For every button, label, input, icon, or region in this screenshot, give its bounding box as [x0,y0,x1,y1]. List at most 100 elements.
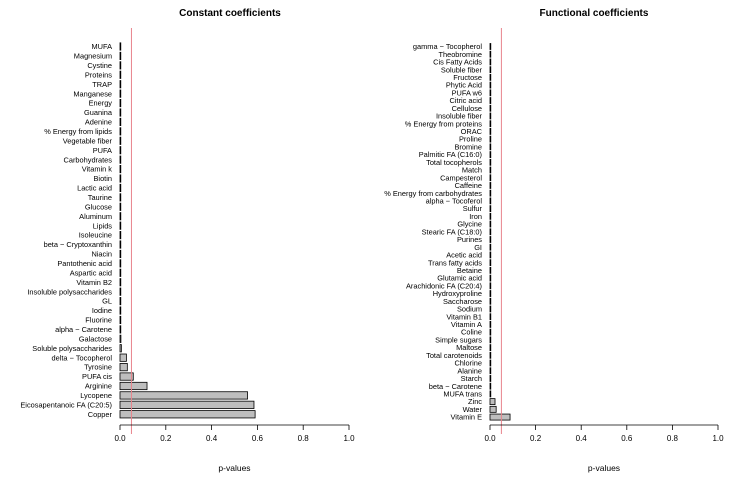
bar-constant [119,400,255,409]
x-tick-label-functional: 0.8 [667,434,679,443]
bar-functional [489,274,492,282]
category-label-constant: Niacin [91,250,112,259]
x-tick-label-constant: 0.0 [114,434,126,443]
bar-functional [489,282,492,290]
bar-functional [489,236,492,243]
bar-functional [489,128,492,135]
category-label-functional: Vitamin A [451,320,482,329]
bar-constant [119,127,122,136]
category-label-functional: % Energy from proteins [405,119,483,128]
bar-constant [119,315,122,325]
bar-functional [489,212,492,220]
bar-functional [489,151,492,158]
category-label-constant: Vegetable fiber [63,136,113,145]
category-label-constant: Biotin [94,174,113,183]
bar-functional [489,197,492,205]
bar-constant [119,259,122,268]
category-label-functional: Purines [457,235,482,244]
category-label-functional: Water [463,405,483,414]
category-label-functional: Glycine [457,220,482,229]
category-label-constant: Magnesium [74,52,112,61]
category-label-constant: Taurine [88,193,112,202]
x-tick-label-constant: 1.0 [343,434,355,443]
bar-functional [489,336,492,344]
bar-functional [489,266,492,274]
category-label-constant: Glucose [85,202,112,211]
bar-constant [119,381,148,391]
bar-constant [119,287,122,296]
bar-constant [119,325,122,334]
bar-constant [119,165,122,174]
category-label-functional: Arachidonic FA (C20:4) [406,281,482,290]
category-label-functional: Vitamin B1 [446,312,482,321]
category-label-functional: Saccharose [443,297,482,306]
category-label-functional: Campesterol [440,173,482,182]
bar-constant [119,108,122,117]
category-label-functional: GI [474,243,482,252]
category-label-constant: Arginine [85,382,112,391]
bar-constant [119,344,122,353]
category-label-functional: Hydroxyproline [433,289,482,298]
bar-functional [489,305,492,313]
category-label-functional: beta − Carotene [429,382,482,391]
category-label-constant: Aspartic acid [70,268,112,277]
category-label-functional: Soluble fiber [441,65,483,74]
category-label-functional: Match [462,166,482,175]
x-tick-label-constant: 0.4 [206,434,218,443]
category-label-constant: TRAP [92,80,112,89]
category-label-functional: Alanine [457,366,482,375]
category-label-functional: Iron [469,212,482,221]
category-label-functional: PUFA w6 [452,88,482,97]
x-tick-label-constant: 0.2 [160,434,172,443]
category-label-functional: Cellulose [452,104,482,113]
bar-functional [489,243,492,251]
category-label-constant: Eicosapentanoic FA (C20:5) [20,400,112,409]
bar-functional [489,81,492,89]
bar-functional [489,251,492,259]
bar-constant [119,80,122,89]
bar-functional [489,104,492,112]
category-label-functional: Theobromine [438,50,482,59]
category-label-constant: Soluble polysaccharides [32,344,112,353]
category-label-functional: MUFA trans [443,390,482,399]
category-label-functional: Phytic Acid [446,81,482,90]
category-label-functional: gamma − Tocopherol [413,42,482,51]
category-label-functional: Simple sugars [435,335,482,344]
category-label-constant: PUFA cis [82,372,112,381]
category-label-functional: Vitamin E [451,413,483,422]
bar-constant [119,117,122,127]
x-tick-label-functional: 0.6 [621,434,633,443]
category-label-constant: Cystine [87,61,112,70]
category-label-functional: Acetic acid [446,251,482,260]
bar-functional [489,220,492,228]
x-tick-label-constant: 0.6 [252,434,264,443]
bar-constant [119,193,122,202]
bar-functional [489,43,492,50]
bar-functional [489,97,492,104]
category-label-constant: Manganese [73,89,112,98]
category-label-constant: Insoluble polysaccharides [27,287,112,296]
category-label-constant: delta − Tocopherol [52,353,113,362]
bar-functional [489,405,497,413]
category-label-constant: Guanina [84,108,113,117]
bar-constant [119,174,122,183]
bar-functional [489,135,492,143]
category-label-functional: Maltose [456,343,482,352]
bar-constant [119,61,122,70]
chart-title-constant: Constant coefficients [179,8,281,19]
chart-title-functional: Functional coefficients [540,8,649,19]
bar-functional [489,290,492,297]
bar-functional [489,413,511,421]
bar-constant [119,231,122,240]
category-label-constant: PUFA [93,146,112,155]
bar-constant [119,146,122,155]
bar-functional [489,351,492,359]
category-label-constant: Vitamin k [82,165,113,174]
category-label-constant: Lactic acid [77,184,112,193]
category-label-constant: Aluminum [79,212,112,221]
x-tick-label-functional: 0.2 [530,434,542,443]
category-label-constant: beta − Cryptoxanthin [44,240,112,249]
category-label-constant: Galactose [79,334,112,343]
category-label-functional: Insoluble fiber [436,112,483,121]
category-label-constant: Iodine [92,306,112,315]
